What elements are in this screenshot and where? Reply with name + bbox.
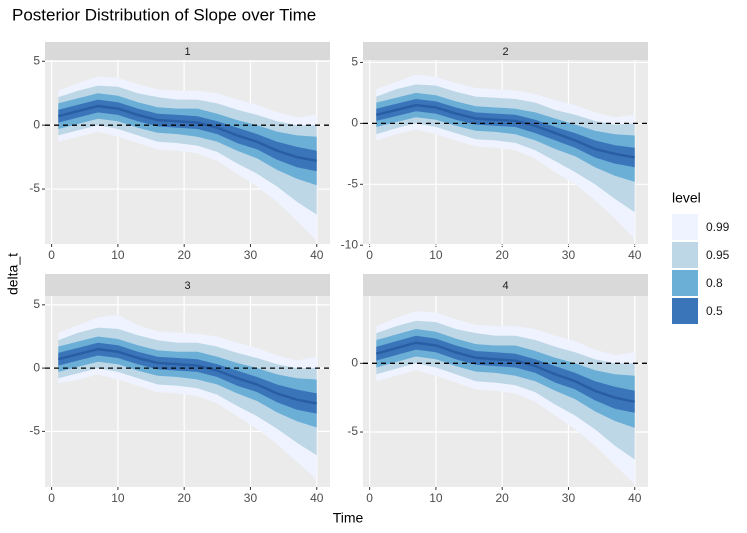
x-tick-label: 10 (429, 248, 443, 262)
y-tick-label: 5 (33, 53, 40, 67)
median-line (57, 347, 317, 405)
facet-label: 2 (502, 46, 508, 58)
x-tick-label: 10 (429, 491, 443, 505)
facet-label: 4 (502, 280, 508, 292)
legend-label: 0.95 (706, 248, 730, 262)
median-line (375, 341, 635, 404)
facet-strip (45, 42, 330, 60)
legend-label: 0.5 (706, 304, 723, 318)
y-tick-label: 0 (351, 356, 358, 370)
x-tick-label: 40 (628, 248, 642, 262)
x-tick-label: 0 (366, 248, 373, 262)
x-tick-label: 40 (628, 491, 642, 505)
x-tick-label: 10 (111, 491, 125, 505)
y-tick-label: 0 (351, 116, 358, 130)
x-tick-label: 40 (310, 491, 324, 505)
y-tick-label: -5 (347, 176, 358, 190)
median-line (57, 104, 317, 163)
x-tick-label: 20 (178, 248, 192, 262)
x-tick-label: 0 (48, 491, 55, 505)
ribbon-band (58, 99, 317, 172)
ribbon-band (376, 99, 635, 168)
ribbon-band (58, 342, 317, 414)
facet-strip (45, 274, 330, 296)
y-tick-label: -5 (347, 424, 358, 438)
y-tick-label: -5 (29, 424, 40, 438)
legend-label: 0.8 (706, 276, 723, 290)
ribbon-band (376, 335, 635, 413)
median-line (376, 103, 635, 159)
facet-label: 3 (184, 280, 190, 292)
x-tick-label: 10 (111, 248, 125, 262)
facet-strip (363, 274, 648, 296)
chart-title: Posterior Distribution of Slope over Tim… (12, 5, 316, 24)
x-tick-label: 20 (496, 248, 510, 262)
legend-key (672, 214, 698, 240)
x-tick-label: 20 (496, 491, 510, 505)
legend-key (672, 270, 698, 296)
y-tick-label: 0 (33, 360, 40, 374)
legend-key (672, 298, 698, 324)
y-axis-label: delta_t (5, 253, 21, 295)
x-tick-label: 30 (562, 491, 576, 505)
y-tick-label: 5 (33, 297, 40, 311)
legend-title: level (672, 190, 701, 206)
y-tick-label: 5 (351, 55, 358, 69)
x-axis-label: Time (333, 510, 364, 526)
x-tick-label: 30 (244, 248, 258, 262)
legend-label: 0.99 (706, 220, 730, 234)
x-tick-label: 0 (366, 491, 373, 505)
facet-label: 1 (184, 46, 190, 58)
x-tick-label: 20 (178, 491, 192, 505)
facet-strip (363, 42, 648, 60)
legend-key (672, 242, 698, 268)
ribbon-band (376, 92, 635, 182)
x-tick-label: 0 (48, 248, 55, 262)
y-tick-label: -10 (341, 237, 359, 251)
x-tick-label: 30 (562, 248, 576, 262)
y-tick-label: 0 (33, 117, 40, 131)
x-tick-label: 30 (244, 491, 258, 505)
x-tick-label: 40 (310, 248, 324, 262)
y-tick-label: -5 (29, 181, 40, 195)
